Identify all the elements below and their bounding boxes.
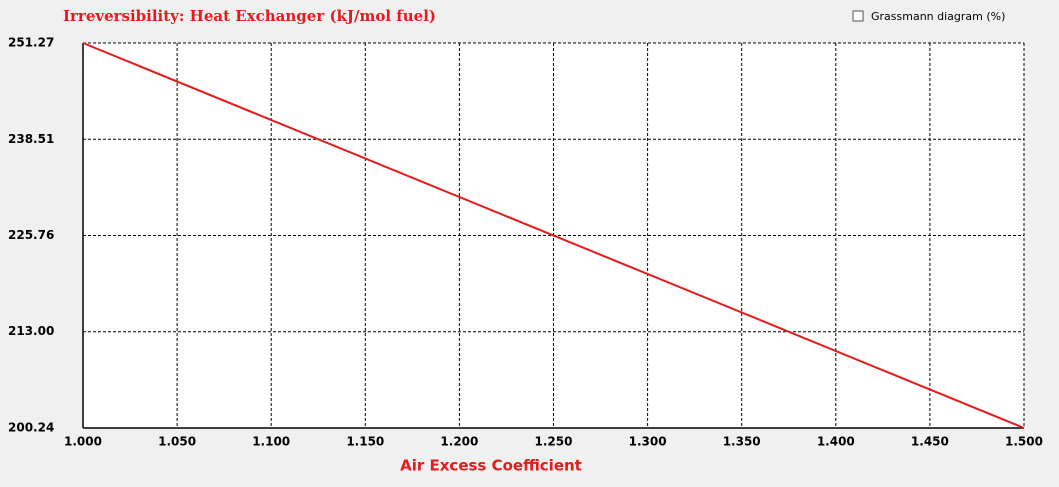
x-tick-label: 1.300 [629,435,667,449]
checkbox-label[interactable]: Grassmann diagram (%) [871,10,1005,23]
x-tick-label: 1.500 [1005,435,1043,449]
x-tick-label: 1.250 [535,435,573,449]
data-line [82,42,1025,429]
chart-title: Irreversibility: Heat Exchanger (kJ/mol … [63,7,436,25]
x-tick-label: 1.200 [440,435,478,449]
x-axis-label: Air Excess Coefficient [400,457,582,475]
x-tick-label: 1.150 [346,435,384,449]
x-tick-label: 1.350 [723,435,761,449]
checkbox[interactable] [852,10,864,22]
x-tick-label: 1.000 [64,435,102,449]
y-tick-label: 251.27 [8,36,54,50]
y-tick-label: 238.51 [8,132,54,146]
x-tick-label: 1.450 [911,435,949,449]
x-tick-label: 1.100 [252,435,290,449]
x-tick-label: 1.400 [817,435,855,449]
y-tick-label: 213.00 [8,324,54,338]
x-tick-label: 1.050 [158,435,196,449]
y-tick-label: 225.76 [8,228,54,242]
y-tick-label: 200.24 [8,421,54,435]
